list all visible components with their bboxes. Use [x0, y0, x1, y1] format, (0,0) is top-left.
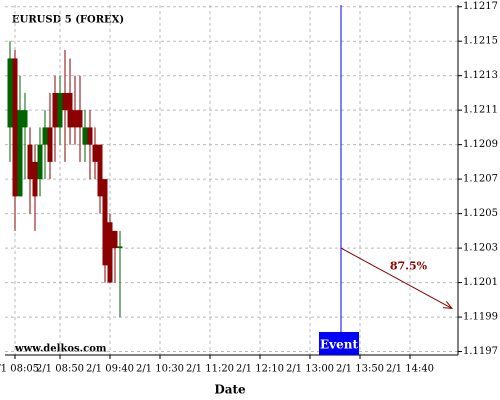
candle-body	[117, 246, 123, 249]
y-tick-label: 1.1207	[463, 174, 498, 185]
forecast-label: 87.5%	[390, 259, 428, 272]
x-tick-label: 2/1 10:30	[136, 364, 184, 375]
x-tick-label: 2/1 09:40	[86, 364, 134, 375]
y-tick-label: 1.1201	[463, 277, 498, 288]
y-tick-label: 1.1217	[463, 1, 498, 12]
y-tick-label: 1.1209	[463, 139, 498, 150]
y-tick-label: 1.1197	[463, 346, 498, 357]
candle-body	[42, 127, 48, 145]
y-tick-label: 1.1199	[463, 312, 498, 323]
candle-body	[77, 110, 83, 128]
candle-body	[87, 127, 93, 145]
y-tick-label: 1.1205	[463, 208, 498, 219]
candle-body	[97, 144, 103, 197]
candle-body	[92, 144, 98, 162]
forecast-arrow	[340, 247, 453, 309]
x-tick-label: 2/1 14:40	[386, 364, 434, 375]
candle-body	[7, 58, 13, 128]
candle-body	[47, 127, 53, 162]
candle-body	[52, 92, 58, 128]
x-tick-label: 2/1 13:00	[286, 364, 334, 375]
x-axis-label: Date	[214, 383, 246, 397]
x-tick-label: 2/1 13:50	[336, 364, 384, 375]
candle-body	[27, 144, 33, 180]
x-tick-label: 2/1 08:05	[0, 364, 39, 375]
candle-body	[72, 110, 78, 128]
x-tick-label: 2/1 11:20	[186, 364, 234, 375]
event-box	[319, 332, 359, 355]
candle-body	[22, 110, 28, 128]
x-tick-label: 2/1 08:50	[36, 364, 84, 375]
candle-body	[112, 230, 118, 249]
candle-body	[67, 92, 73, 128]
candle-body	[12, 58, 18, 197]
y-tick-label: 1.1215	[463, 36, 498, 47]
candle-body	[107, 222, 113, 283]
candle-body	[17, 110, 23, 197]
chart-title: EURUSD 5 (FOREX)	[12, 15, 124, 26]
candle-body	[57, 92, 63, 128]
candle-body	[37, 144, 43, 180]
candle-body	[62, 92, 68, 111]
candle-body	[82, 127, 88, 145]
candle-body	[32, 161, 38, 197]
y-tick-label: 1.1211	[463, 105, 498, 116]
y-tick-label: 1.1203	[463, 243, 498, 254]
y-tick-label: 1.1213	[463, 70, 498, 81]
x-tick-label: 2/1 12:10	[236, 364, 284, 375]
event-label: Event	[320, 338, 358, 352]
candle-body	[102, 179, 108, 266]
arrow-head	[442, 301, 454, 310]
